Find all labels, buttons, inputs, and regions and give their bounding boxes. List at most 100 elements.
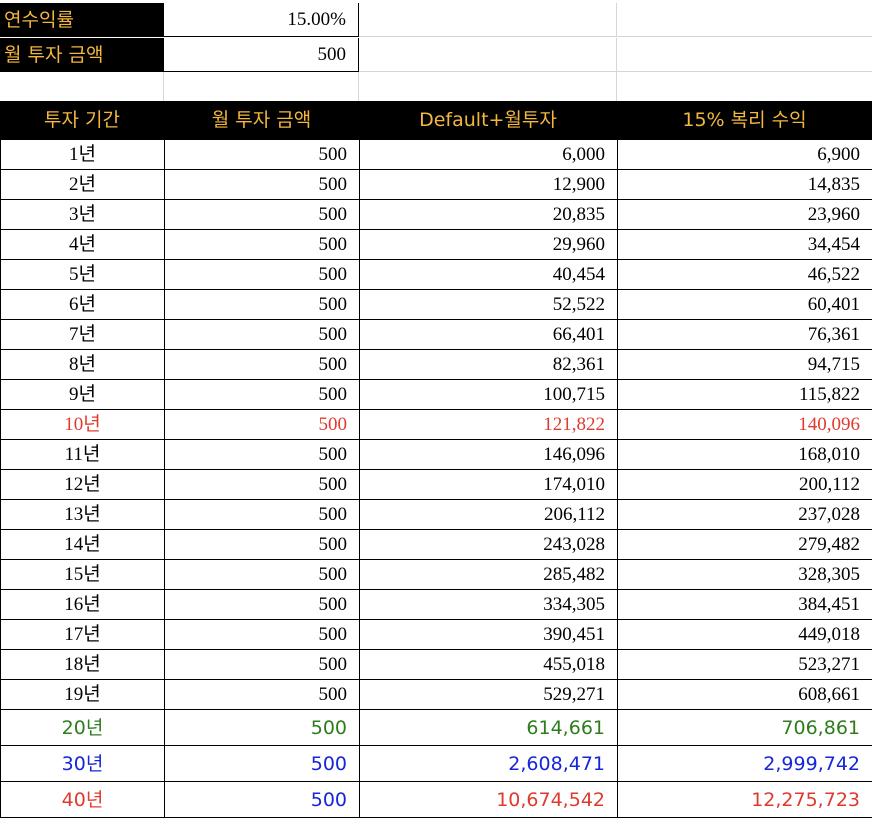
monthly-amount-cell[interactable]: 500: [165, 170, 360, 200]
default-plus-cell[interactable]: 82,361: [360, 350, 618, 380]
monthly-amount-cell[interactable]: 500: [165, 620, 360, 650]
period-cell[interactable]: 6년: [1, 290, 165, 320]
monthly-amount-cell[interactable]: 500: [165, 680, 360, 710]
monthly-amount-cell[interactable]: 500: [164, 38, 359, 72]
period-cell[interactable]: 11년: [1, 440, 165, 470]
default-plus-cell[interactable]: 174,010: [360, 470, 618, 500]
monthly-amount-cell[interactable]: 500: [165, 710, 360, 746]
monthly-amount-cell[interactable]: 500: [165, 200, 360, 230]
monthly-amount-cell[interactable]: 500: [165, 782, 360, 818]
monthly-amount-cell[interactable]: 500: [165, 260, 360, 290]
default-plus-cell[interactable]: 390,451: [360, 620, 618, 650]
period-cell[interactable]: 4년: [1, 230, 165, 260]
period-cell[interactable]: 3년: [1, 200, 165, 230]
compound-return-cell[interactable]: 449,018: [618, 620, 872, 650]
default-plus-cell[interactable]: 100,715: [360, 380, 618, 410]
compound-return-cell[interactable]: 94,715: [618, 350, 872, 380]
monthly-amount-cell[interactable]: 500: [165, 350, 360, 380]
period-cell[interactable]: 1년: [1, 140, 165, 170]
monthly-amount-cell[interactable]: 500: [165, 410, 360, 440]
compound-return-cell[interactable]: 46,522: [618, 260, 872, 290]
compound-return-cell[interactable]: 608,661: [618, 680, 872, 710]
monthly-amount-cell[interactable]: 500: [165, 230, 360, 260]
compound-return-cell[interactable]: 384,451: [618, 590, 872, 620]
empty-cell[interactable]: [359, 38, 617, 72]
empty-cell[interactable]: [617, 3, 872, 37]
empty-cell[interactable]: [617, 72, 872, 101]
compound-return-cell[interactable]: 6,900: [618, 140, 872, 170]
period-cell[interactable]: 19년: [1, 680, 165, 710]
column-header: 월 투자 금액: [164, 101, 359, 139]
compound-return-cell[interactable]: 237,028: [618, 500, 872, 530]
default-plus-cell[interactable]: 146,096: [360, 440, 618, 470]
compound-return-cell[interactable]: 168,010: [618, 440, 872, 470]
compound-return-cell[interactable]: 14,835: [618, 170, 872, 200]
monthly-amount-cell[interactable]: 500: [165, 590, 360, 620]
period-cell[interactable]: 5년: [1, 260, 165, 290]
period-cell[interactable]: 20년: [1, 710, 165, 746]
monthly-amount-cell[interactable]: 500: [165, 320, 360, 350]
compound-return-cell[interactable]: 34,454: [618, 230, 872, 260]
compound-return-cell[interactable]: 12,275,723: [618, 782, 872, 818]
period-cell[interactable]: 15년: [1, 560, 165, 590]
compound-return-cell[interactable]: 523,271: [618, 650, 872, 680]
compound-return-cell[interactable]: 328,305: [618, 560, 872, 590]
period-cell[interactable]: 16년: [1, 590, 165, 620]
default-plus-cell[interactable]: 2,608,471: [360, 746, 618, 782]
compound-return-cell[interactable]: 115,822: [618, 380, 872, 410]
compound-return-cell[interactable]: 140,096: [618, 410, 872, 440]
default-plus-cell[interactable]: 285,482: [360, 560, 618, 590]
compound-return-cell[interactable]: 23,960: [618, 200, 872, 230]
period-cell[interactable]: 10년: [1, 410, 165, 440]
default-plus-cell[interactable]: 614,661: [360, 710, 618, 746]
compound-return-cell[interactable]: 60,401: [618, 290, 872, 320]
monthly-amount-cell[interactable]: 500: [165, 500, 360, 530]
empty-cell[interactable]: [164, 72, 359, 101]
period-cell[interactable]: 17년: [1, 620, 165, 650]
period-cell[interactable]: 2년: [1, 170, 165, 200]
period-cell[interactable]: 30년: [1, 746, 165, 782]
monthly-amount-cell[interactable]: 500: [165, 650, 360, 680]
compound-return-cell[interactable]: 2,999,742: [618, 746, 872, 782]
monthly-amount-cell[interactable]: 500: [165, 290, 360, 320]
default-plus-cell[interactable]: 29,960: [360, 230, 618, 260]
compound-return-cell[interactable]: 706,861: [618, 710, 872, 746]
monthly-amount-cell[interactable]: 500: [165, 560, 360, 590]
period-cell[interactable]: 9년: [1, 380, 165, 410]
annual-return-cell[interactable]: 15.00%: [164, 3, 359, 37]
default-plus-cell[interactable]: 529,271: [360, 680, 618, 710]
period-cell[interactable]: 12년: [1, 470, 165, 500]
default-plus-cell[interactable]: 206,112: [360, 500, 618, 530]
default-plus-cell[interactable]: 12,900: [360, 170, 618, 200]
monthly-amount-cell[interactable]: 500: [165, 530, 360, 560]
period-cell[interactable]: 14년: [1, 530, 165, 560]
default-plus-cell[interactable]: 6,000: [360, 140, 618, 170]
default-plus-cell[interactable]: 20,835: [360, 200, 618, 230]
default-plus-cell[interactable]: 10,674,542: [360, 782, 618, 818]
default-plus-cell[interactable]: 66,401: [360, 320, 618, 350]
monthly-amount-cell[interactable]: 500: [165, 470, 360, 500]
period-cell[interactable]: 8년: [1, 350, 165, 380]
default-plus-cell[interactable]: 40,454: [360, 260, 618, 290]
default-plus-cell[interactable]: 52,522: [360, 290, 618, 320]
monthly-amount-cell[interactable]: 500: [165, 746, 360, 782]
compound-return-cell[interactable]: 200,112: [618, 470, 872, 500]
empty-cell[interactable]: [359, 72, 617, 101]
compound-return-cell[interactable]: 76,361: [618, 320, 872, 350]
period-cell[interactable]: 40년: [1, 782, 165, 818]
empty-cell[interactable]: [617, 38, 872, 72]
monthly-amount-cell[interactable]: 500: [165, 440, 360, 470]
period-cell[interactable]: 13년: [1, 500, 165, 530]
monthly-amount-cell[interactable]: 500: [165, 140, 360, 170]
empty-cell[interactable]: [0, 72, 164, 101]
monthly-amount-cell[interactable]: 500: [165, 380, 360, 410]
default-plus-cell[interactable]: 243,028: [360, 530, 618, 560]
period-cell[interactable]: 7년: [1, 320, 165, 350]
compound-return-cell[interactable]: 279,482: [618, 530, 872, 560]
default-plus-cell[interactable]: 455,018: [360, 650, 618, 680]
default-plus-cell[interactable]: 121,822: [360, 410, 618, 440]
period-cell[interactable]: 18년: [1, 650, 165, 680]
default-plus-cell[interactable]: 334,305: [360, 590, 618, 620]
empty-cell[interactable]: [359, 3, 617, 37]
